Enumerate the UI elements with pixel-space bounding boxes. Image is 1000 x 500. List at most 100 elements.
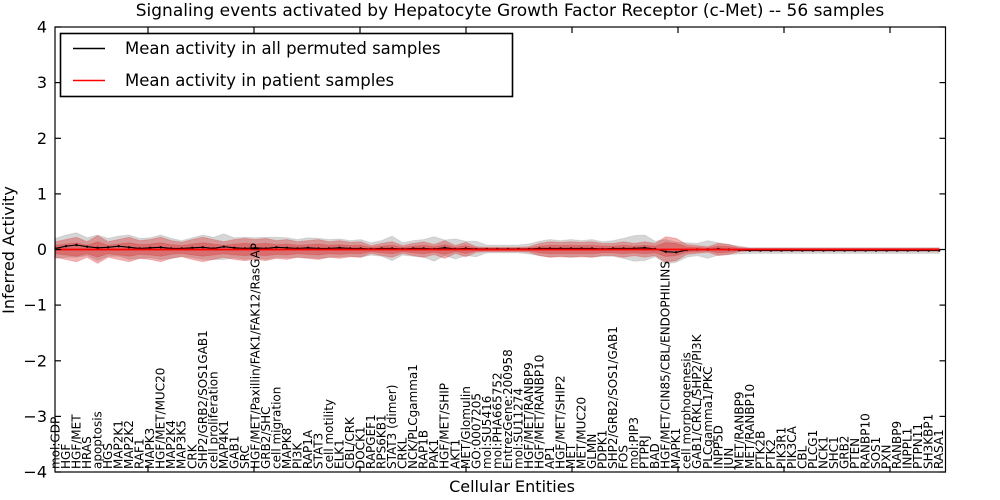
category-label: SOS1 [869, 437, 883, 469]
category-label: JUN [722, 448, 736, 470]
category-label: RASA1 [932, 429, 946, 469]
category-label: PTEN [848, 438, 862, 469]
series-marker [222, 245, 225, 248]
category-label: CBL/CRK [343, 416, 357, 469]
category-label: mol:PHA665752 [490, 372, 504, 469]
category-label: INPPL1 [901, 428, 915, 469]
series-layer [54, 243, 941, 254]
category-label: PIK3R1 [774, 427, 788, 469]
series-marker [254, 246, 257, 249]
category-label: MAP2K4 [164, 420, 178, 469]
category-label: RANBP10 [859, 413, 873, 469]
category-label: PDPK1 [596, 430, 610, 469]
series-marker [201, 246, 204, 249]
category-label: HGS [101, 443, 115, 469]
category-label: AKT1 [448, 439, 462, 469]
category-label: GLMN [585, 434, 599, 469]
category-label: CRKL [396, 437, 410, 469]
series-marker [117, 245, 120, 248]
ytick-label-layer: 4 3 2 1 0 −1 −2 −3 −4 [23, 18, 47, 482]
category-label: HGF/MET/CIN85/CBL/ENDOPHILINS [659, 261, 673, 469]
legend-label-patient: Mean activity in patient samples [125, 71, 394, 90]
category-label: MET/RANBP9 [732, 392, 746, 469]
category-label: MET/MUC20 [575, 397, 589, 469]
series-marker [159, 246, 162, 249]
ytick-label: −2 [23, 351, 47, 370]
series-marker [285, 246, 289, 249]
category-label: PLCgamma1/PKC [701, 366, 715, 469]
category-label: GRB2/SHC [259, 406, 273, 469]
category-label: MAP4K1 [217, 420, 231, 469]
category-label: HGF/MET/MUC20 [154, 368, 168, 469]
category-label: FOS [617, 445, 631, 469]
series-marker [338, 246, 341, 249]
category-label: SH3KBP1 [922, 414, 936, 469]
y-axis-label: Inferred Activity [0, 186, 18, 314]
ytick-label: 3 [37, 73, 47, 92]
category-label: cell migration [269, 387, 283, 469]
category-label: mol:SU11274 [511, 388, 525, 469]
category-label: NCK1 [817, 436, 831, 469]
ytick-label: 4 [37, 18, 47, 37]
series-marker [675, 251, 678, 254]
series-marker [75, 243, 78, 247]
category-label-layer: mol:GDPHGFHGF/METHRASapoptosisHGSMAP2K1M… [49, 243, 947, 470]
series-marker [233, 246, 236, 249]
series-marker [96, 246, 99, 249]
category-label: ELK1 [333, 439, 347, 469]
ytick-label: −1 [23, 296, 47, 315]
category-label: HGF/MET/SHIP2 [554, 375, 568, 469]
category-label: mol:PIP3 [627, 417, 641, 469]
category-label: HGF/MET/SHIP [438, 383, 452, 469]
category-label: apoptosis [91, 411, 105, 469]
series-marker [106, 246, 110, 249]
category-label: PLCG1 [806, 430, 820, 469]
series-marker [275, 246, 278, 249]
category-label: MET/RANBP10 [743, 384, 757, 469]
category-label: HGF/MET/Paxillin/FAK1/FAK12/RasGAP [248, 243, 262, 469]
series-marker [64, 245, 68, 248]
category-label: PI3K [291, 442, 305, 469]
category-label: cell motility [322, 399, 336, 469]
category-label: MAP2K1 [112, 420, 126, 469]
category-label: MAP3K5 [175, 420, 189, 469]
category-label: CBL [795, 445, 809, 469]
category-label: NCK/PLCgamma1 [406, 364, 420, 469]
category-label: STAT3 [312, 433, 326, 469]
category-label: EntrezGene:200958 [501, 349, 515, 469]
category-label: cell proliferation [206, 371, 220, 469]
category-label: MAPK8 [280, 428, 294, 469]
category-label: PIK3CA [785, 425, 799, 469]
category-label: RAP1B [417, 430, 431, 469]
category-label: SHC1 [827, 436, 841, 469]
category-label: STAT3 (dimer) [385, 385, 399, 469]
category-label: HGF/MET/RANBP10 [532, 355, 546, 469]
series-marker [664, 250, 667, 253]
category-label: GAB1 [227, 436, 241, 469]
ytick-label: 1 [37, 184, 47, 203]
category-label: INPP5D [711, 425, 725, 469]
category-label: PXN [880, 445, 894, 469]
category-label: GRB2 [838, 435, 852, 469]
series-marker [643, 246, 646, 249]
category-label: RAF1 [133, 438, 147, 469]
category-label: HGF/MET/RANBP9 [522, 362, 536, 469]
category-label: SHP2/GRB2/SOS1GAB1 [196, 330, 210, 469]
category-label: MAP2K2 [122, 420, 136, 469]
category-label: CRK [185, 443, 199, 469]
category-label: GAB1/CRKL/SHP2/PI3K [690, 333, 704, 469]
category-label: DOCK1 [354, 426, 368, 469]
category-label: MAPK1 [669, 428, 683, 469]
series-marker [85, 245, 89, 248]
category-label: RPS6KB1 [375, 414, 389, 469]
legend-box [59, 32, 514, 98]
category-label: HGF/MET [70, 414, 84, 469]
category-label: AP1 [543, 446, 557, 469]
chart-title: Signaling events activated by Hepatocyte… [136, 1, 885, 21]
series-marker [306, 246, 310, 249]
category-label: MET [564, 443, 578, 469]
category-label: PTPN11 [911, 423, 925, 469]
series-marker [443, 246, 446, 249]
